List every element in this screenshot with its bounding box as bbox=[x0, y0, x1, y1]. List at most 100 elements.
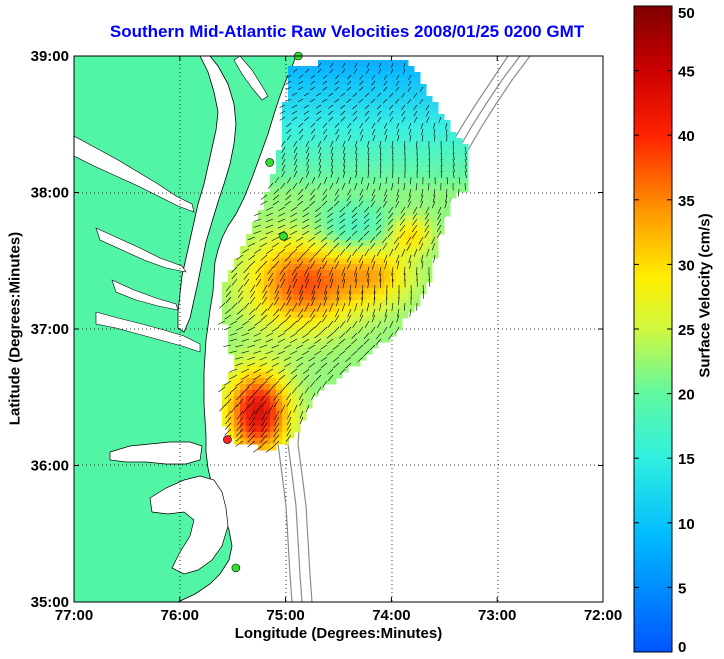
velocity-cell bbox=[432, 222, 439, 229]
velocity-cell bbox=[282, 108, 289, 115]
velocity-vector bbox=[267, 266, 274, 275]
velocity-vector bbox=[280, 182, 286, 190]
velocity-cell bbox=[372, 60, 379, 67]
velocity-cell bbox=[366, 324, 373, 331]
velocity-vector bbox=[286, 428, 292, 437]
velocity-cell bbox=[426, 234, 433, 241]
velocity-vector bbox=[265, 224, 274, 229]
velocity-vector bbox=[333, 242, 340, 249]
velocity-cell bbox=[276, 366, 283, 373]
velocity-vector bbox=[452, 152, 455, 160]
velocity-cell bbox=[276, 192, 283, 199]
velocity-cell bbox=[402, 222, 409, 229]
velocity-vector bbox=[437, 206, 442, 214]
velocity-cell bbox=[258, 216, 265, 223]
velocity-vector bbox=[298, 134, 304, 141]
velocity-cell bbox=[324, 204, 331, 211]
velocity-cell bbox=[426, 252, 433, 259]
velocity-cell bbox=[288, 264, 295, 271]
velocity-cell bbox=[354, 270, 361, 277]
velocity-vector bbox=[315, 320, 322, 328]
velocity-cell bbox=[294, 150, 301, 157]
velocity-cell bbox=[348, 294, 355, 301]
velocity-cell bbox=[384, 330, 391, 337]
velocity-cell bbox=[306, 198, 313, 205]
velocity-vector bbox=[291, 266, 298, 276]
velocity-cell bbox=[342, 240, 349, 247]
velocity-cell bbox=[258, 402, 265, 409]
velocity-cell bbox=[456, 168, 463, 175]
velocity-cell bbox=[342, 354, 349, 361]
velocity-vector bbox=[396, 260, 400, 270]
velocity-cell bbox=[294, 270, 301, 277]
velocity-vector bbox=[357, 344, 364, 351]
velocity-cell bbox=[270, 246, 277, 253]
velocity-cell bbox=[246, 330, 253, 337]
velocity-vector bbox=[225, 296, 232, 304]
velocity-vector bbox=[241, 350, 250, 354]
velocity-cell bbox=[246, 360, 253, 367]
velocity-cell bbox=[396, 228, 403, 235]
velocity-cell bbox=[372, 336, 379, 343]
velocity-cell bbox=[318, 198, 325, 205]
velocity-cell bbox=[222, 300, 229, 307]
velocity-cell bbox=[252, 354, 259, 361]
velocity-cell bbox=[294, 126, 301, 133]
velocity-cell bbox=[360, 108, 367, 115]
velocity-cell bbox=[252, 324, 259, 331]
velocity-cell bbox=[408, 72, 415, 79]
velocity-vector bbox=[260, 194, 268, 200]
velocity-cell bbox=[408, 114, 415, 121]
velocity-cell bbox=[228, 324, 235, 331]
velocity-cell bbox=[432, 162, 439, 169]
velocity-cell bbox=[270, 390, 277, 397]
velocity-cell bbox=[276, 198, 283, 205]
velocity-vector bbox=[317, 68, 322, 74]
velocity-vector bbox=[277, 338, 286, 343]
velocity-cell bbox=[300, 330, 307, 337]
velocity-cell bbox=[324, 252, 331, 259]
velocity-cell bbox=[228, 312, 235, 319]
velocity-cell bbox=[420, 276, 427, 283]
velocity-cell bbox=[414, 192, 421, 199]
velocity-vector bbox=[273, 308, 280, 317]
velocity-cell bbox=[336, 330, 343, 337]
velocity-vector bbox=[279, 272, 286, 282]
velocity-cell bbox=[288, 258, 295, 265]
velocity-cell bbox=[372, 90, 379, 97]
velocity-cell bbox=[354, 228, 361, 235]
velocity-cell bbox=[336, 252, 343, 259]
velocity-cell bbox=[366, 318, 373, 325]
velocity-cell bbox=[414, 186, 421, 193]
velocity-cell bbox=[270, 342, 277, 349]
velocity-vector bbox=[268, 182, 274, 189]
velocity-cell bbox=[258, 210, 265, 217]
velocity-cell bbox=[324, 336, 331, 343]
velocity-cell bbox=[426, 246, 433, 253]
velocity-vector bbox=[464, 164, 468, 172]
velocity-cell bbox=[240, 294, 247, 301]
velocity-cell bbox=[270, 192, 277, 199]
velocity-cell bbox=[318, 84, 325, 91]
velocity-cell bbox=[258, 432, 265, 439]
velocity-cell bbox=[246, 414, 253, 421]
velocity-vector bbox=[367, 146, 370, 154]
velocity-cell bbox=[294, 372, 301, 379]
velocity-cell bbox=[384, 222, 391, 229]
velocity-cell bbox=[312, 270, 319, 277]
velocity-cell bbox=[360, 270, 367, 277]
velocity-vector bbox=[323, 176, 328, 184]
velocity-vector bbox=[323, 134, 328, 141]
velocity-cell bbox=[372, 312, 379, 319]
velocity-cell bbox=[246, 306, 253, 313]
velocity-cell bbox=[330, 240, 337, 247]
velocity-vector bbox=[370, 86, 376, 92]
velocity-vector bbox=[400, 212, 406, 220]
y-tick-label: 37:00 bbox=[31, 321, 69, 338]
velocity-cell bbox=[390, 96, 397, 103]
velocity-cell bbox=[300, 396, 307, 403]
velocity-cell bbox=[372, 276, 379, 283]
velocity-vector bbox=[347, 122, 352, 129]
velocity-cell bbox=[312, 306, 319, 313]
velocity-cell bbox=[300, 294, 307, 301]
